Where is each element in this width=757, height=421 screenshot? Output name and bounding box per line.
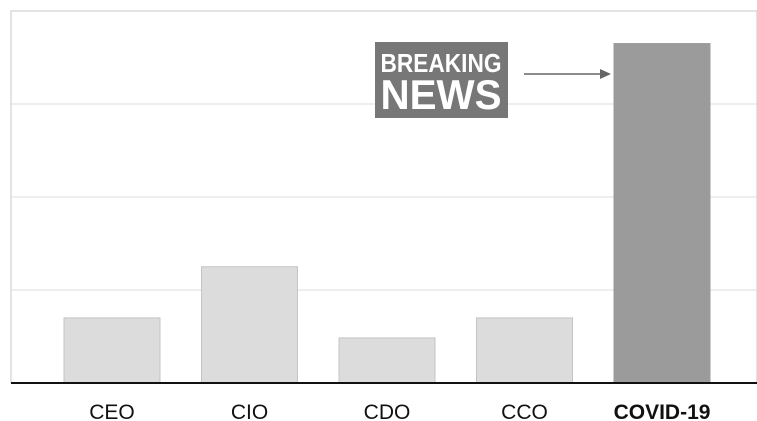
bar-cdo: [338, 337, 436, 384]
breaking-news-badge: [375, 42, 508, 118]
x-tick-label-covid-19: COVID-19: [614, 401, 711, 421]
badge-line-1: BREAKING: [381, 48, 502, 78]
badge-line-2: NEWS: [381, 71, 502, 118]
x-tick-label-cco: CCO: [501, 401, 548, 421]
bar-cio: [201, 266, 298, 384]
bar-cco: [476, 317, 573, 384]
breaking-news-annotation: BREAKING NEWS: [375, 42, 611, 118]
x-tick-labels: CEO CIO CDO CCO COVID-19: [89, 401, 710, 421]
x-tick-label-ceo: CEO: [89, 401, 135, 421]
bar-covid-19: [613, 43, 711, 384]
bars: [63, 43, 711, 384]
x-tick-label-cio: CIO: [231, 401, 268, 421]
arrow-head-icon: [600, 69, 611, 79]
bar-ceo: [63, 317, 161, 384]
x-tick-label-cdo: CDO: [364, 401, 411, 421]
